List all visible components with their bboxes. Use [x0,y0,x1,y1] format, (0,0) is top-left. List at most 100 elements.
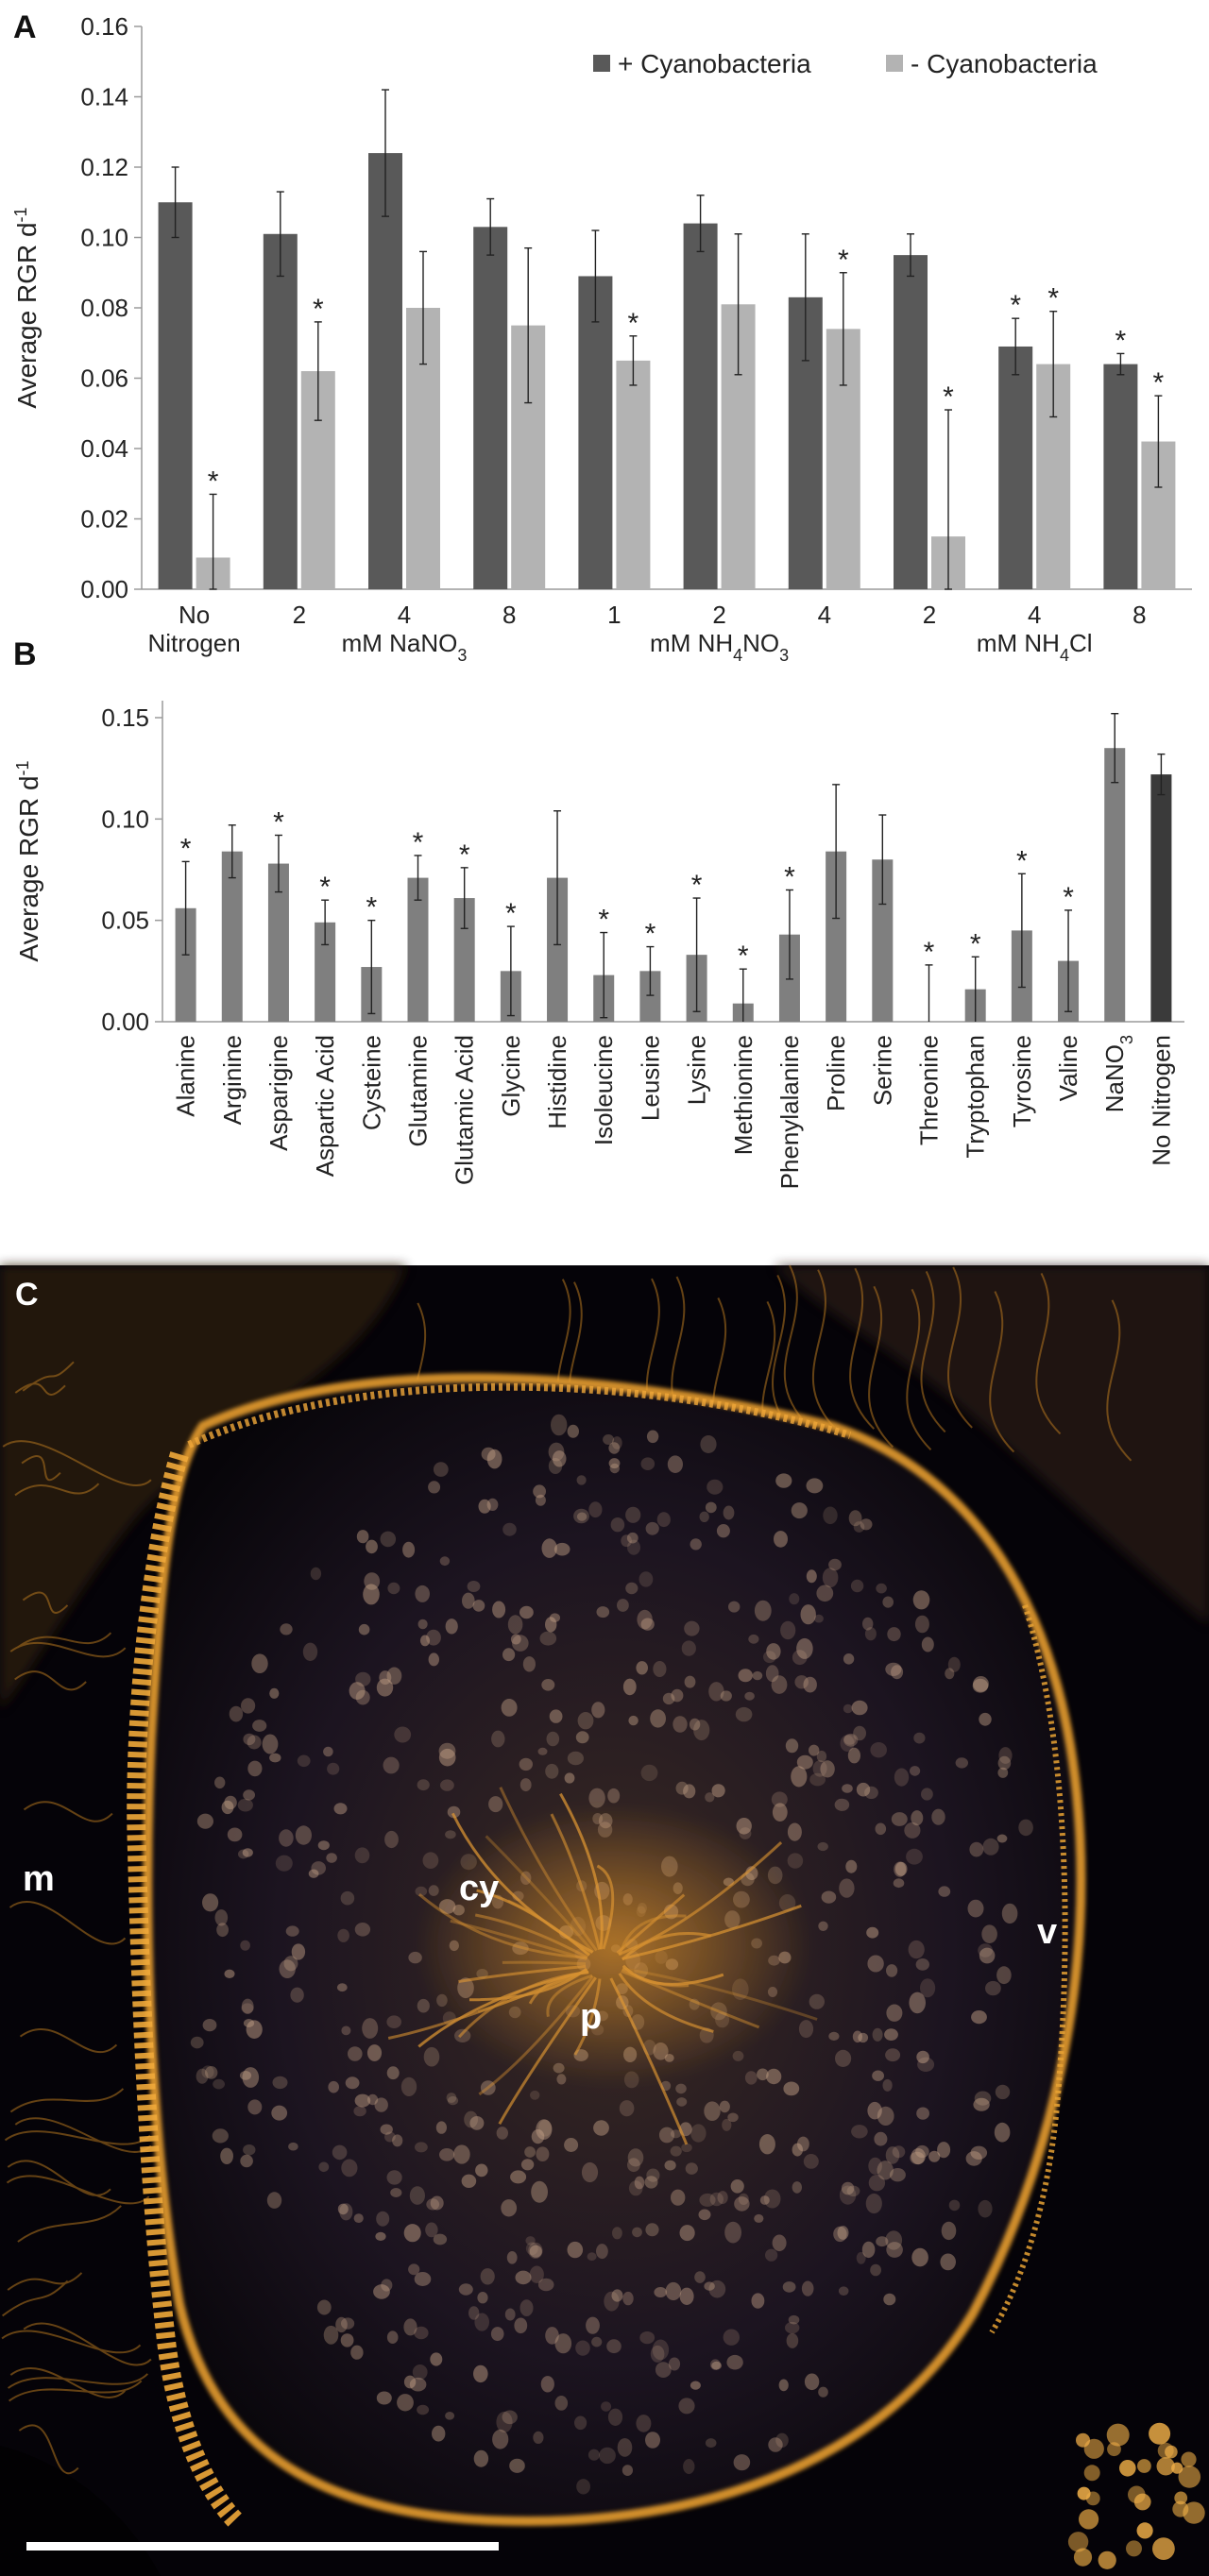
cyanobacteria-cell [310,1567,322,1581]
mesophyll-strand [7,2272,83,2291]
cyanobacteria-cell [591,2336,603,2347]
cyanobacteria-cell [619,2100,635,2117]
cyanobacteria-cell [317,1840,330,1851]
significance-star: * [366,892,377,924]
cyanobacteria-cell [885,2146,900,2164]
cyanobacteria-cell [738,2193,749,2205]
cyanobacteria-cell [608,1458,621,1469]
cyanobacteria-cell [997,1755,1012,1771]
mesophyll-strand [14,1670,87,1691]
cyanobacteria-cell [996,1834,1008,1843]
mesophyll-strand [9,1900,127,1945]
cyanobacteria-cell [224,1969,235,1978]
cyanobacteria-cell [785,2321,800,2334]
cyanobacteria-cell [417,1779,430,1791]
cyanobacteria-cell [486,1449,502,1469]
cyanobacteria-cell [921,1636,934,1652]
cyanobacteria-cell [196,1813,213,1829]
cyanobacteria-cell [627,2148,644,2167]
cyanobacteria-cell [803,1676,817,1693]
cyanobacteria-cell [774,1531,788,1548]
cyanobacteria-cell [928,2150,941,2162]
cyanobacteria-cell [339,2203,353,2221]
cyanobacteria-cell [940,2253,956,2271]
cyanobacteria-cell [229,1705,244,1722]
cyanobacteria-cell [549,1709,563,1723]
cyanobacteria-cell [327,1762,340,1775]
cyanobacteria-cell [837,2226,849,2240]
x-tick-label: Valine [1054,1035,1082,1101]
cyanobacteria-cell [336,1983,348,1992]
x-tick-label: Serine [868,1035,896,1106]
cyanobacteria-cell [690,2124,707,2143]
cyanobacteria-cell [772,2234,787,2252]
cyanobacteria-cell [884,2028,898,2041]
y-tick-label: 0.10 [101,805,149,833]
cyanobacteria-cell [512,1635,529,1652]
micrograph-image: C cy p m v [0,1264,1209,2576]
cyanobacteria-cell [757,2068,769,2081]
cyanobacteria-cell [380,1531,397,1548]
gland-hair [498,1976,597,2125]
cyanobacteria-cell [845,1859,858,1873]
cyanobacteria-cell [617,2438,633,2457]
cyanobacteria-cell [212,2128,229,2144]
x-tick-label: NaNO3 [1100,1035,1136,1112]
cyanobacteria-cell [239,2071,252,2080]
cyanobacteria-cell [870,1742,887,1758]
cyanobacteria-cell [816,1585,834,1602]
cyanobacteria-cell [798,2020,814,2039]
x-tick-label: Isoleucine [589,1035,618,1145]
bar [315,922,336,1022]
x-tick-label: Glycine [497,1035,525,1117]
cyanobacteria-cell [882,2078,893,2092]
cyanobacteria-cell [224,1795,237,1810]
x-tick-label: No [179,601,210,629]
cyanobacteria-cell [823,1506,838,1525]
cyanobacteria-cell [662,1692,675,1705]
cyanobacteria-cell [432,2425,446,2442]
cyanobacteria-cell [704,2281,715,2291]
label-v: v [1037,1912,1057,1952]
cyanobacteria-cell [403,2375,417,2389]
cyanobacteria-cell [978,1943,993,1957]
cyanobacteria-cell [858,2032,869,2043]
cyanobacteria-cell [828,1558,842,1571]
mesophyll-strand [14,2117,152,2153]
cyanobacteria-cell [374,2097,388,2112]
cyanobacteria-cell [574,2415,587,2431]
cyanobacteria-cell [453,2144,470,2164]
cyanobacteria-cell [430,2352,443,2366]
cyanobacteria-cell [885,2048,901,2062]
cyanobacteria-cell [504,2308,516,2321]
label-m: m [23,1859,55,1899]
mesophyll-strand [22,1591,69,1614]
cyanobacteria-cell [251,1653,268,1673]
cyanobacteria-cell [446,2093,457,2103]
cyanobacteria-cell [889,2168,906,2182]
cyanobacteria-cell [402,1541,416,1558]
cyanobacteria-cell [550,1613,560,1622]
cyanobacteria-cell [973,1676,989,1692]
cyanobacteria-cell [269,1687,280,1699]
cyanobacteria-cell [876,1583,887,1594]
x-tick-label-text: NaNO [1100,1044,1129,1112]
y-tick-label: 0.02 [80,505,128,534]
significance-star: * [838,245,849,276]
cyanobacteria-cell [904,1822,921,1839]
cyanobacteria-cell [862,1617,874,1631]
cyanobacteria-cell [653,1661,667,1677]
cyanobacteria-cell [576,1475,587,1485]
x-group-label-text: mM NaNO [342,629,458,657]
y-axis-label: Average RGR d-1 [11,207,42,408]
cyanobacteria-cell [730,2179,744,2194]
cyanobacteria-cell [447,2095,459,2106]
cyanobacteria-cell [792,2143,803,2157]
cyanobacteria-cell [851,2125,868,2139]
cyanobacteria-cell [655,2362,672,2378]
cyanobacteria-cell [765,2248,778,2262]
cyanobacteria-cell [403,2318,417,2336]
x-tick-label: 2 [712,601,725,629]
cyanobacteria-cell [965,2151,982,2166]
bright-cell [1172,2500,1189,2517]
